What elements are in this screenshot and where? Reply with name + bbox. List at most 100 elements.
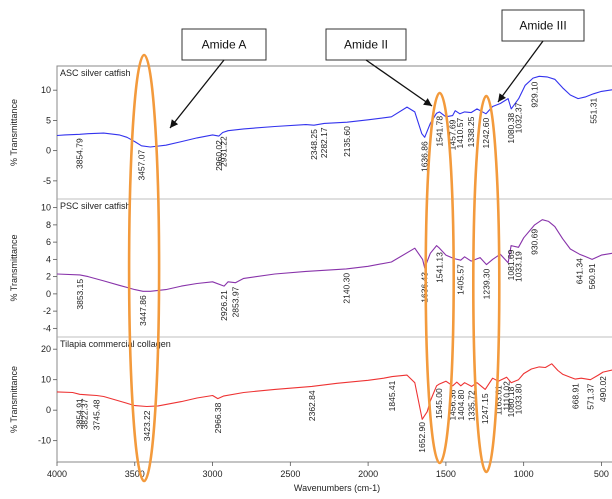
- peak-label: 1080.18: [506, 386, 516, 417]
- peak-label: 1636.86: [420, 141, 430, 172]
- peak-label: 2853.97: [230, 286, 240, 317]
- amide-band-ellipse: [424, 91, 456, 465]
- x-tick-label: 2500: [280, 469, 300, 479]
- y-tick-label: -5: [43, 176, 51, 186]
- peak-label: 668.91: [570, 383, 580, 409]
- peak-label: 2966.38: [213, 402, 223, 433]
- peak-label: 2140.30: [341, 273, 351, 304]
- peak-label: 3854.91: [75, 398, 85, 429]
- x-tick-label: 500: [594, 469, 609, 479]
- peak-label: 930.69: [530, 229, 540, 255]
- x-tick-label: 1000: [514, 469, 534, 479]
- callout-label: Amide A: [202, 38, 247, 52]
- peak-label: 929.10: [530, 81, 540, 107]
- peak-label: 1404.80: [456, 390, 466, 421]
- panel-2: 10 8 6 4 2 0 -2 -4 % Transmittance PSC silver cat…: [9, 201, 612, 333]
- callout-arrow-head: [170, 119, 179, 128]
- callout-arrow-line: [169, 59, 225, 129]
- peak-label: 1239.30: [482, 268, 492, 299]
- peak-label: 1541.13: [435, 252, 445, 283]
- amide-band-ellipse: [471, 94, 501, 474]
- peak-label: 1080.38: [506, 113, 516, 144]
- y-tick-label: 4: [46, 254, 51, 264]
- callout-arrow-head: [498, 93, 506, 102]
- callout-arrow-head: [423, 98, 432, 106]
- peak-label: 641.34: [575, 258, 585, 284]
- y-axis-label: % Transmittance: [9, 234, 19, 301]
- callout-box: [501, 9, 585, 42]
- amide-band-ellipse: [127, 53, 161, 483]
- x-tick-label: 1500: [436, 469, 456, 479]
- peak-label: 2926.21: [219, 290, 229, 321]
- peak-label: 2135.60: [342, 126, 352, 157]
- y-tick-label: 10: [41, 203, 51, 213]
- x-tick-label: 4000: [47, 469, 67, 479]
- peak-label: 1338.25: [466, 116, 476, 147]
- peak-label: 3745.48: [92, 399, 102, 430]
- peak-label: 2960.02: [214, 140, 224, 171]
- y-tick-label: 10: [41, 85, 51, 95]
- y-tick-label: 5: [46, 115, 51, 125]
- peak-label: 3853.15: [75, 279, 85, 310]
- y-tick-label: 2: [46, 272, 51, 282]
- callout-box: [325, 28, 407, 61]
- y-tick-label: 0: [46, 289, 51, 299]
- y-tick-label: 20: [41, 344, 51, 354]
- peak-label: 1405.57: [456, 264, 466, 295]
- x-tick-label: 2000: [358, 469, 378, 479]
- panels-group: 10 5 0 -5 % Transmittance ASC silver catfish 3…: [9, 68, 612, 453]
- peak-label: 1247.15: [480, 393, 490, 424]
- callout-arrow-line: [497, 40, 544, 103]
- peak-label: 551.31: [589, 98, 599, 124]
- series-line: [56, 363, 612, 420]
- x-tick-label: 3000: [203, 469, 223, 479]
- y-axis-label: % Transmittance: [9, 99, 19, 166]
- panel-title: ASC silver catfish: [60, 68, 131, 78]
- peak-label: 1032.37: [514, 102, 524, 133]
- series-line: [56, 219, 612, 292]
- peak-label: 1110.02: [502, 381, 512, 411]
- peak-label: 571.37: [585, 383, 595, 409]
- callout-arrow-line: [365, 59, 433, 107]
- y-tick-label: 6: [46, 237, 51, 247]
- peak-label: 1033.19: [514, 251, 524, 282]
- peak-label: 1410.57: [455, 118, 465, 149]
- peak-label: 1457.69: [448, 119, 458, 150]
- x-tick-label: 3500: [125, 469, 145, 479]
- peak-label: 3447.86: [138, 295, 148, 326]
- peak-label: 1335.72: [467, 390, 477, 421]
- peak-label: 3457.07: [137, 150, 147, 181]
- peak-label: 2348.25: [309, 129, 319, 160]
- y-tick-label: 10: [41, 375, 51, 385]
- peak-label: 1456.36: [448, 390, 458, 421]
- peak-label: 3822.37: [80, 398, 90, 429]
- peak-label: 560.91: [587, 263, 597, 289]
- plot-frame: [56, 65, 612, 463]
- peak-label: 2282.17: [319, 127, 329, 158]
- peak-label: 1163.61: [493, 385, 503, 415]
- y-tick-label: -2: [43, 306, 51, 316]
- plot-frame-group: [56, 65, 612, 463]
- peak-label: 3423.22: [142, 410, 152, 441]
- peak-label: 1033.80: [514, 383, 524, 414]
- peak-label: 1845.41: [387, 380, 397, 411]
- callout-label: Amide III: [519, 19, 566, 33]
- peak-label: 1242.60: [481, 118, 491, 149]
- peak-label: 2931.22: [218, 136, 228, 167]
- panel-title: PSC silver catfish: [60, 201, 131, 211]
- x-axis: 4000 3500 3000 2500 2000 1500 1000 500: [47, 462, 609, 479]
- peak-label: 1541.78: [435, 116, 445, 147]
- y-tick-label: 0: [46, 146, 51, 156]
- panel-1: 10 5 0 -5 % Transmittance ASC silver catfish 3…: [9, 68, 612, 186]
- panel-3: 20 10 0 -10 % Transmittance Tilapia commercia…: [9, 339, 612, 453]
- peak-label: 3854.79: [75, 138, 85, 169]
- peak-label: 1545.00: [434, 388, 444, 419]
- y-tick-label: -4: [43, 323, 51, 333]
- x-axis-label: Wavenumbers (cm-1): [294, 483, 380, 493]
- callouts-group: Amide A Amide II Amide III: [127, 9, 585, 483]
- y-tick-label: 8: [46, 220, 51, 230]
- y-tick-label: 0: [46, 405, 51, 415]
- callout-label: Amide II: [344, 38, 388, 52]
- y-tick-label: -10: [38, 436, 51, 446]
